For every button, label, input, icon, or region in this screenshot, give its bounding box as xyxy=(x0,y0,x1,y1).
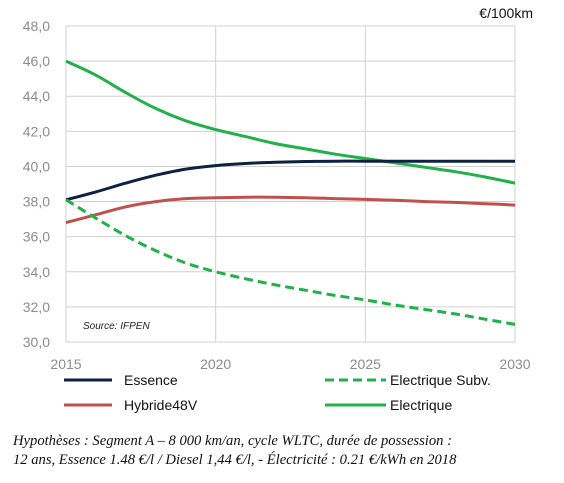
x-tick-label: 2025 xyxy=(350,356,381,372)
legend-label-essence: Essence xyxy=(124,372,178,388)
series-line-electrique-subv xyxy=(65,198,516,326)
source-label: Source: IFPEN xyxy=(83,321,150,332)
line-chart: 30,0 32,0 34,0 36,0 38,0 40,0 42,0 44,0 46,0 48,0… xyxy=(23,5,533,413)
x-tick-label: 2020 xyxy=(200,356,231,372)
y-tick-label: 40,0 xyxy=(23,158,50,174)
legend-label-hybride48v: Hybride48V xyxy=(124,397,198,413)
unit-label: €/100km xyxy=(479,5,533,21)
series-line-electrique xyxy=(65,59,516,185)
caption-line-2: 12 ans, Essence 1.48 €/l / Diesel 1,44 €… xyxy=(13,452,457,468)
y-tick-label: 32,0 xyxy=(23,299,50,315)
y-tick-label: 44,0 xyxy=(23,88,50,104)
series-line-hybride48v xyxy=(65,195,516,225)
legend: Essence Electrique Subv. Hybride48V Electri… xyxy=(64,372,491,413)
gridlines xyxy=(65,25,516,343)
caption-line-1: Hypothèses : Segment A – 8 000 km/an, cy… xyxy=(13,433,452,449)
x-axis-ticks: 2015 2020 2025 2030 xyxy=(50,356,530,372)
x-tick-label: 2030 xyxy=(499,356,530,372)
y-tick-label: 46,0 xyxy=(23,53,50,69)
y-tick-label: 48,0 xyxy=(23,18,50,34)
series-lines xyxy=(65,59,516,326)
y-tick-label: 36,0 xyxy=(23,229,50,245)
x-tick-label: 2015 xyxy=(50,356,81,372)
y-tick-label: 34,0 xyxy=(23,264,50,280)
legend-label-electrique: Electrique xyxy=(390,397,452,413)
y-tick-label: 30,0 xyxy=(23,334,50,350)
y-axis-ticks: 30,0 32,0 34,0 36,0 38,0 40,0 42,0 44,0 46,0 48,0 xyxy=(23,18,50,350)
hypotheses-caption: Hypothèses : Segment A – 8 000 km/an, cy… xyxy=(13,432,558,470)
plot-area xyxy=(65,25,516,343)
y-tick-label: 42,0 xyxy=(23,123,50,139)
y-tick-label: 38,0 xyxy=(23,194,50,210)
series-line-essence xyxy=(65,159,515,202)
legend-label-electrique-subv: Electrique Subv. xyxy=(390,372,491,388)
